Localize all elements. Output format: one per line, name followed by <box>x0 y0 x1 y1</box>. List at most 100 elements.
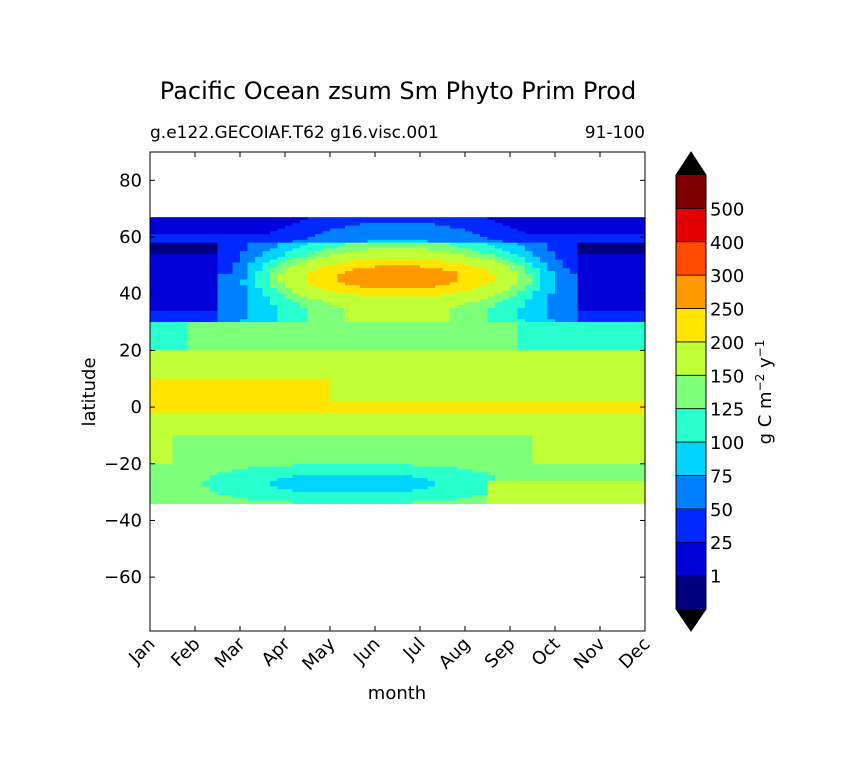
contour-cell <box>330 475 339 479</box>
contour-cell <box>412 271 421 275</box>
contour-cell <box>442 384 451 388</box>
contour-cell <box>517 271 526 275</box>
contour-cell <box>465 361 474 366</box>
contour-cell <box>210 384 219 388</box>
contour-cell <box>420 480 429 485</box>
contour-cell <box>360 319 369 323</box>
contour-cell <box>472 429 481 434</box>
contour-cell <box>487 356 496 360</box>
contour-cell <box>397 310 406 315</box>
contour-cell <box>187 424 196 428</box>
contour-cell <box>172 449 181 454</box>
contour-cell <box>480 302 489 306</box>
contour-cell <box>337 370 346 374</box>
contour-cell <box>247 409 256 414</box>
contour-cell <box>210 492 219 496</box>
contour-cell <box>375 231 384 235</box>
contour-cell <box>390 460 399 465</box>
contour-cell <box>352 378 361 383</box>
contour-cell <box>180 336 189 340</box>
contour-cell <box>180 290 189 295</box>
contour-cell <box>225 492 234 496</box>
contour-cell <box>195 494 204 499</box>
contour-cell <box>450 500 459 505</box>
contour-cell <box>397 220 406 224</box>
contour-cell <box>405 367 414 371</box>
contour-cell <box>165 254 174 258</box>
contour-cell <box>322 492 331 496</box>
contour-cell <box>277 350 286 354</box>
contour-cell <box>187 313 196 317</box>
contour-cell <box>247 446 256 451</box>
contour-cell <box>435 305 444 309</box>
contour-cell <box>300 279 309 283</box>
contour-cell <box>330 472 339 476</box>
contour-cell <box>435 288 444 292</box>
contour-cell <box>435 435 444 439</box>
contour-cell <box>330 358 339 363</box>
contour-cell <box>330 276 339 281</box>
contour-cell <box>300 285 309 289</box>
contour-cell <box>172 256 181 261</box>
contour-cell <box>150 492 159 496</box>
contour-cell <box>480 225 489 230</box>
contour-cell <box>150 384 159 388</box>
contour-cell <box>375 449 384 454</box>
contour-cell <box>210 415 219 420</box>
contour-cell <box>450 271 459 275</box>
contour-cell <box>390 254 399 258</box>
contour-cell <box>195 395 204 400</box>
contour-cell <box>345 395 354 400</box>
contour-cell <box>210 432 219 437</box>
contour-cell <box>337 293 346 298</box>
contour-cell <box>277 316 286 320</box>
contour-cell <box>180 429 189 434</box>
contour-cell <box>345 500 354 505</box>
contour-cell <box>322 324 331 329</box>
contour-cell <box>300 296 309 300</box>
contour-cell <box>337 381 346 386</box>
contour-cell <box>322 418 331 422</box>
contour-cell <box>300 378 309 383</box>
contour-cell <box>292 392 301 397</box>
contour-cell <box>157 483 166 488</box>
contour-cell <box>202 452 211 456</box>
contour-cell <box>450 279 459 283</box>
contour-cell <box>232 299 241 303</box>
contour-cell <box>225 347 234 351</box>
contour-cell <box>502 262 511 266</box>
contour-cell <box>442 282 451 286</box>
contour-cell <box>510 426 519 431</box>
contour-cell <box>465 480 474 485</box>
contour-cell <box>322 455 331 459</box>
contour-cell <box>435 356 444 360</box>
contour-cell <box>480 307 489 312</box>
contour-cell <box>217 483 226 488</box>
contour-cell <box>247 271 256 275</box>
contour-cell <box>502 443 511 448</box>
contour-cell <box>480 322 489 326</box>
contour-cell <box>322 469 331 473</box>
contour-cell <box>277 322 286 326</box>
contour-cell <box>420 239 429 244</box>
contour-cell <box>217 426 226 431</box>
contour-cell <box>322 356 331 360</box>
contour-cell <box>307 463 316 468</box>
contour-cell <box>405 500 414 505</box>
contour-cell <box>487 231 496 235</box>
contour-cell <box>345 231 354 235</box>
contour-cell <box>397 443 406 448</box>
contour-cell <box>292 483 301 488</box>
contour-cell <box>165 248 174 252</box>
contour-cell <box>277 282 286 286</box>
contour-cell <box>435 330 444 334</box>
contour-cell <box>225 358 234 363</box>
contour-cell <box>517 293 526 298</box>
contour-cell <box>322 497 331 502</box>
contour-cell <box>330 356 339 360</box>
contour-cell <box>262 228 271 232</box>
contour-cell <box>315 285 324 289</box>
contour-cell <box>345 336 354 340</box>
contour-cell <box>465 341 474 346</box>
contour-cell <box>195 239 204 244</box>
